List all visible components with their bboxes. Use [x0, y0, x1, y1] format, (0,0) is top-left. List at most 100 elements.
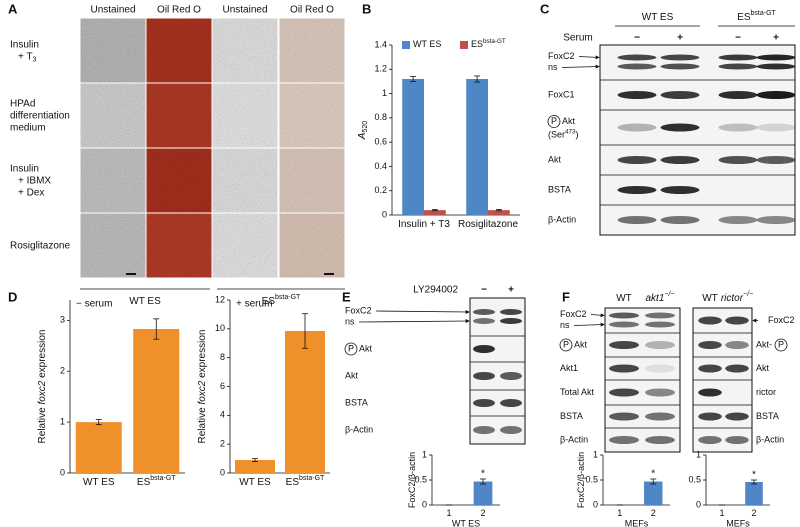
blot-label: BSTA: [548, 184, 571, 194]
blot-band: [718, 123, 758, 132]
blot-band: [725, 436, 749, 444]
blot-label: Akt1: [560, 363, 578, 373]
y-tick-label: 8: [220, 352, 225, 362]
blot-frame: [599, 44, 796, 236]
blot-band: [473, 426, 495, 434]
group-label: WT ES: [642, 12, 674, 23]
lane-label: +: [773, 33, 779, 44]
y-tick-label: 1: [422, 449, 427, 459]
legend-label-part: bsta-GT: [483, 38, 506, 45]
y-tick-label: 1: [696, 449, 701, 459]
bar: [235, 460, 275, 473]
blot-band: [756, 156, 796, 164]
blot-band: [645, 412, 675, 421]
cell-border: [211, 212, 279, 279]
blot-band: [617, 54, 657, 61]
micrograph-texture: [212, 83, 278, 148]
group-label: ESbsta-GT: [262, 294, 301, 307]
blot-label: BSTA: [560, 411, 583, 421]
x-tick-label: 2: [651, 508, 656, 518]
micrograph-texture: [80, 18, 146, 83]
blot-label: Akt: [548, 154, 562, 164]
x-tick-label-part: WT ES: [83, 477, 115, 488]
x-tick-label: ESbsta-GT: [286, 475, 325, 488]
blot-band: [473, 399, 495, 407]
lane-label-part: WT: [702, 293, 718, 304]
bar: [466, 79, 488, 215]
x-tick-label: ESbsta-GT: [137, 475, 176, 488]
y-tick-label: 0: [696, 499, 701, 509]
micrograph-texture: [146, 83, 212, 148]
blot-label: BSTA: [345, 397, 368, 407]
legend-swatch: [460, 41, 468, 49]
lane-label-part: WT: [616, 293, 632, 304]
blot-band: [609, 312, 639, 319]
y-tick-label: 1: [593, 449, 598, 459]
blot-band: [756, 91, 796, 99]
y-tick-label: 1: [382, 88, 387, 98]
micrograph-texture: [279, 83, 345, 148]
blot-band: [645, 364, 675, 373]
blot-label: FoxC2: [768, 315, 795, 325]
blot-band: [645, 436, 675, 444]
y-tick-label: 0: [60, 467, 65, 477]
group-label-part: bsta-GT: [275, 294, 301, 301]
blot-band: [698, 364, 722, 373]
blot-band: [473, 309, 495, 315]
phospho-circle: [344, 342, 358, 356]
blot-band: [660, 216, 700, 224]
panel-label: E: [342, 289, 351, 304]
row-label: + IBMX: [18, 175, 51, 186]
x-tick-label-part: 2: [751, 508, 756, 518]
blot-note-part: ): [576, 130, 579, 140]
blot-label: Total Akt: [560, 387, 595, 397]
y-tick-label: 0: [422, 499, 427, 509]
micrograph-texture: [212, 148, 278, 213]
phospho-label: P: [348, 343, 354, 353]
micrograph-texture: [212, 18, 278, 83]
bar: [488, 210, 510, 215]
significance-mark: *: [752, 470, 756, 481]
x-tick-label-part: 1: [719, 508, 724, 518]
y-tick-label: 2: [220, 439, 225, 449]
y-axis-label-part: A: [357, 132, 368, 140]
legend-label: ESbsta-GT: [471, 38, 506, 50]
blot-band: [617, 123, 657, 132]
blot-label: FoxC2: [548, 51, 575, 61]
y-axis-label-part: foxc2: [37, 380, 48, 404]
bar: [75, 422, 122, 473]
y-axis-label-part: FoxC2/β-actin: [407, 452, 417, 508]
blot-label: FoxC2: [345, 305, 372, 315]
blot-band: [617, 186, 657, 194]
phospho-circle: [774, 338, 788, 352]
x-tick-label: 1: [719, 508, 724, 518]
blot-label: ns: [345, 316, 355, 326]
x-tick-label-part: Insulin + T3: [398, 219, 450, 230]
blot-band: [617, 156, 657, 164]
row-label-part: Insulin: [10, 39, 39, 50]
y-tick-label: 0.5: [585, 474, 598, 484]
x-tick-label: 2: [751, 508, 756, 518]
y-tick-label: 0: [382, 209, 387, 219]
y-axis-label-part: Relative: [37, 405, 48, 444]
micrograph-texture: [146, 213, 212, 278]
bar: [644, 481, 663, 505]
x-axis-label: MEFs: [726, 518, 750, 527]
blot-label: Akt-: [756, 339, 772, 349]
y-axis-label: FoxC2/β-actin: [407, 452, 417, 508]
lane-label-part: −/−: [743, 291, 753, 298]
blot-label: β-Actin: [756, 434, 784, 444]
group-label-part: WT ES: [129, 296, 161, 307]
y-tick-label: 3: [60, 315, 65, 325]
column-header: Unstained: [90, 5, 135, 16]
x-tick-label: 2: [480, 508, 485, 518]
blot-band: [756, 54, 796, 61]
blot-band: [756, 123, 796, 132]
blot-band: [645, 388, 675, 397]
micrograph-texture: [279, 18, 345, 83]
group-label-part: WT ES: [642, 12, 674, 23]
legend-swatch: [402, 41, 410, 49]
y-tick-label: 10: [215, 323, 225, 333]
column-header: Unstained: [222, 5, 267, 16]
